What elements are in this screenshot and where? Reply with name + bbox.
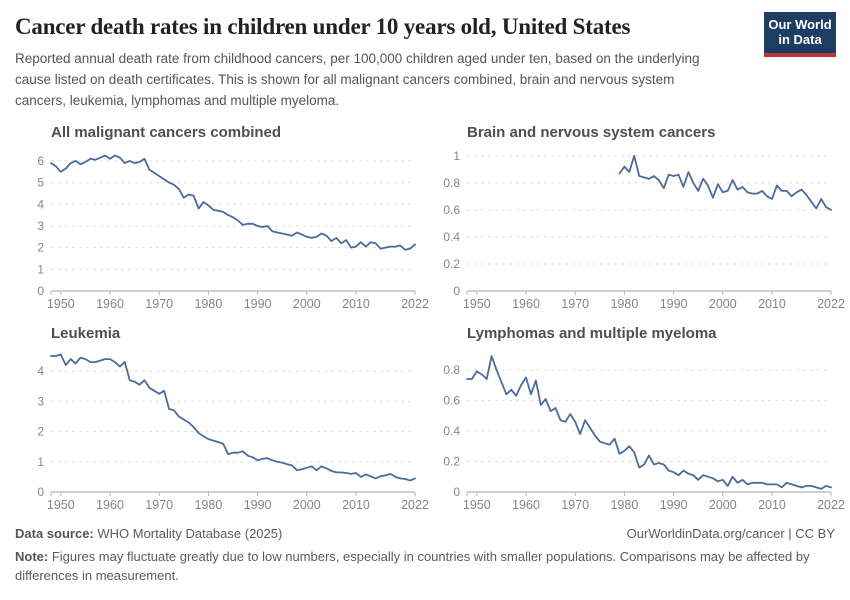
chart-header: Cancer death rates in children under 10 … bbox=[15, 12, 836, 112]
svg-text:2: 2 bbox=[37, 240, 44, 254]
chart-footer: Data source: WHO Mortality Database (202… bbox=[15, 526, 835, 586]
svg-text:1: 1 bbox=[37, 455, 44, 469]
data-source: Data source: WHO Mortality Database (202… bbox=[15, 526, 282, 541]
logo-line-1: Our World bbox=[768, 17, 832, 32]
svg-text:0: 0 bbox=[453, 284, 460, 298]
svg-text:1980: 1980 bbox=[610, 498, 638, 512]
svg-text:2010: 2010 bbox=[342, 498, 370, 512]
svg-text:3: 3 bbox=[37, 394, 44, 408]
svg-text:3: 3 bbox=[37, 219, 44, 233]
line-chart-all-malignant: 0 1 2 3 4 5 6 1950 1960 1970 1980 1990 2000 2010 2022 bbox=[37, 154, 429, 311]
svg-text:2022: 2022 bbox=[817, 498, 845, 512]
svg-text:0.4: 0.4 bbox=[443, 230, 460, 244]
svg-text:1960: 1960 bbox=[512, 498, 540, 512]
svg-text:2010: 2010 bbox=[758, 498, 786, 512]
svg-text:1970: 1970 bbox=[145, 297, 173, 311]
data-source-value: WHO Mortality Database (2025) bbox=[93, 525, 283, 541]
svg-text:0.2: 0.2 bbox=[443, 454, 460, 468]
svg-text:2: 2 bbox=[37, 424, 44, 438]
svg-text:1990: 1990 bbox=[244, 498, 272, 512]
svg-text:1950: 1950 bbox=[47, 297, 75, 311]
svg-text:1970: 1970 bbox=[561, 297, 589, 311]
svg-text:1960: 1960 bbox=[512, 297, 540, 311]
svg-text:0.8: 0.8 bbox=[443, 363, 460, 377]
chart-panel-lymphomas: Lymphomas and multiple myeloma 0 0.2 0.4 0.… bbox=[431, 324, 845, 518]
line-chart-brain: 0 0.2 0.4 0.6 0.8 1 1950 1960 1970 1980 1990 2000 20… bbox=[443, 149, 845, 311]
svg-text:1990: 1990 bbox=[660, 297, 688, 311]
chart-title-leukemia: Leukemia bbox=[51, 324, 121, 342]
page-title: Cancer death rates in children under 10 … bbox=[15, 14, 631, 39]
svg-text:1970: 1970 bbox=[561, 498, 589, 512]
svg-text:0.6: 0.6 bbox=[443, 393, 460, 407]
chart-subtitle: Reported annual death rate from childhoo… bbox=[15, 51, 700, 108]
footer-note-text: Figures may fluctuate greatly due to low… bbox=[15, 548, 810, 584]
svg-text:2022: 2022 bbox=[401, 297, 429, 311]
svg-text:1970: 1970 bbox=[145, 498, 173, 512]
svg-text:0.4: 0.4 bbox=[443, 424, 460, 438]
chart-title-brain: Brain and nervous system cancers bbox=[467, 123, 716, 141]
footer-note-label: Note: bbox=[15, 548, 49, 564]
license-link[interactable]: OurWorldinData.org/cancer | CC BY bbox=[626, 525, 835, 541]
svg-text:0: 0 bbox=[37, 485, 44, 499]
line-chart-lymphomas: 0 0.2 0.4 0.6 0.8 1950 1960 1970 1980 1990 2000 201… bbox=[443, 354, 845, 512]
owid-logo[interactable]: Our World in Data bbox=[764, 12, 836, 57]
svg-text:6: 6 bbox=[37, 154, 44, 168]
svg-text:2022: 2022 bbox=[817, 297, 845, 311]
source-row: Data source: WHO Mortality Database (202… bbox=[15, 526, 835, 541]
svg-text:4: 4 bbox=[37, 364, 44, 378]
svg-text:1990: 1990 bbox=[244, 297, 272, 311]
svg-text:0.6: 0.6 bbox=[443, 203, 460, 217]
svg-text:2022: 2022 bbox=[401, 498, 429, 512]
chart-panel-all-malignant: All malignant cancers combined 0 1 2 3 4 5 6 19… bbox=[15, 123, 429, 317]
svg-text:0: 0 bbox=[453, 485, 460, 499]
svg-text:4: 4 bbox=[37, 197, 44, 211]
svg-text:1960: 1960 bbox=[96, 498, 124, 512]
charts-grid: All malignant cancers combined 0 1 2 3 4 5 6 19… bbox=[15, 123, 845, 518]
footer-note: Note: Figures may fluctuate greatly due … bbox=[15, 547, 825, 586]
svg-text:5: 5 bbox=[37, 175, 44, 189]
svg-text:1: 1 bbox=[37, 262, 44, 276]
svg-text:1980: 1980 bbox=[610, 297, 638, 311]
chart-title-lymphomas: Lymphomas and multiple myeloma bbox=[467, 324, 717, 342]
svg-text:2000: 2000 bbox=[709, 498, 737, 512]
svg-text:2010: 2010 bbox=[342, 297, 370, 311]
svg-text:1: 1 bbox=[453, 149, 460, 163]
svg-text:2000: 2000 bbox=[293, 498, 321, 512]
svg-text:2000: 2000 bbox=[293, 297, 321, 311]
svg-text:1950: 1950 bbox=[47, 498, 75, 512]
svg-text:1990: 1990 bbox=[660, 498, 688, 512]
logo-line-2: in Data bbox=[778, 31, 822, 47]
line-chart-leukemia: 0 1 2 3 4 1950 1960 1970 1980 1990 2000 2010 2022 bbox=[37, 353, 429, 512]
chart-panel-leukemia: Leukemia 0 1 2 3 4 1950 1960 1970 1980 1990 2000 20… bbox=[15, 324, 429, 518]
svg-text:0: 0 bbox=[37, 284, 44, 298]
svg-text:1960: 1960 bbox=[96, 297, 124, 311]
svg-text:0.8: 0.8 bbox=[443, 176, 460, 190]
svg-text:0.2: 0.2 bbox=[443, 257, 460, 271]
data-source-label: Data source: bbox=[15, 525, 94, 541]
svg-text:1980: 1980 bbox=[194, 297, 222, 311]
svg-text:1950: 1950 bbox=[463, 297, 491, 311]
svg-text:1950: 1950 bbox=[463, 498, 491, 512]
svg-text:2000: 2000 bbox=[709, 297, 737, 311]
svg-text:1980: 1980 bbox=[194, 498, 222, 512]
chart-panel-brain: Brain and nervous system cancers 0 0.2 0.4… bbox=[431, 123, 845, 317]
chart-title-all-malignant: All malignant cancers combined bbox=[51, 123, 282, 141]
svg-text:2010: 2010 bbox=[758, 297, 786, 311]
